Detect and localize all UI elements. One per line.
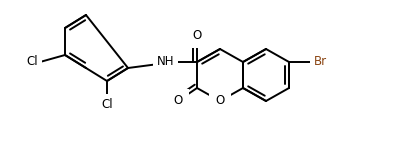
Text: Br: Br <box>313 56 326 68</box>
Text: NH: NH <box>156 56 174 68</box>
Text: Cl: Cl <box>101 98 113 111</box>
Text: Cl: Cl <box>26 56 38 68</box>
Text: O: O <box>173 95 182 107</box>
Text: O: O <box>192 29 201 42</box>
Text: O: O <box>215 95 224 107</box>
